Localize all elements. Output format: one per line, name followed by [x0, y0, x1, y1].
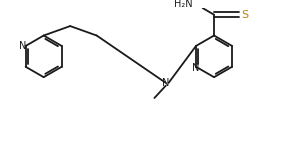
Text: S: S [241, 10, 248, 20]
Text: N: N [192, 63, 200, 73]
Text: N: N [19, 41, 26, 51]
Text: N: N [162, 78, 169, 88]
Text: H₂N: H₂N [174, 0, 192, 9]
